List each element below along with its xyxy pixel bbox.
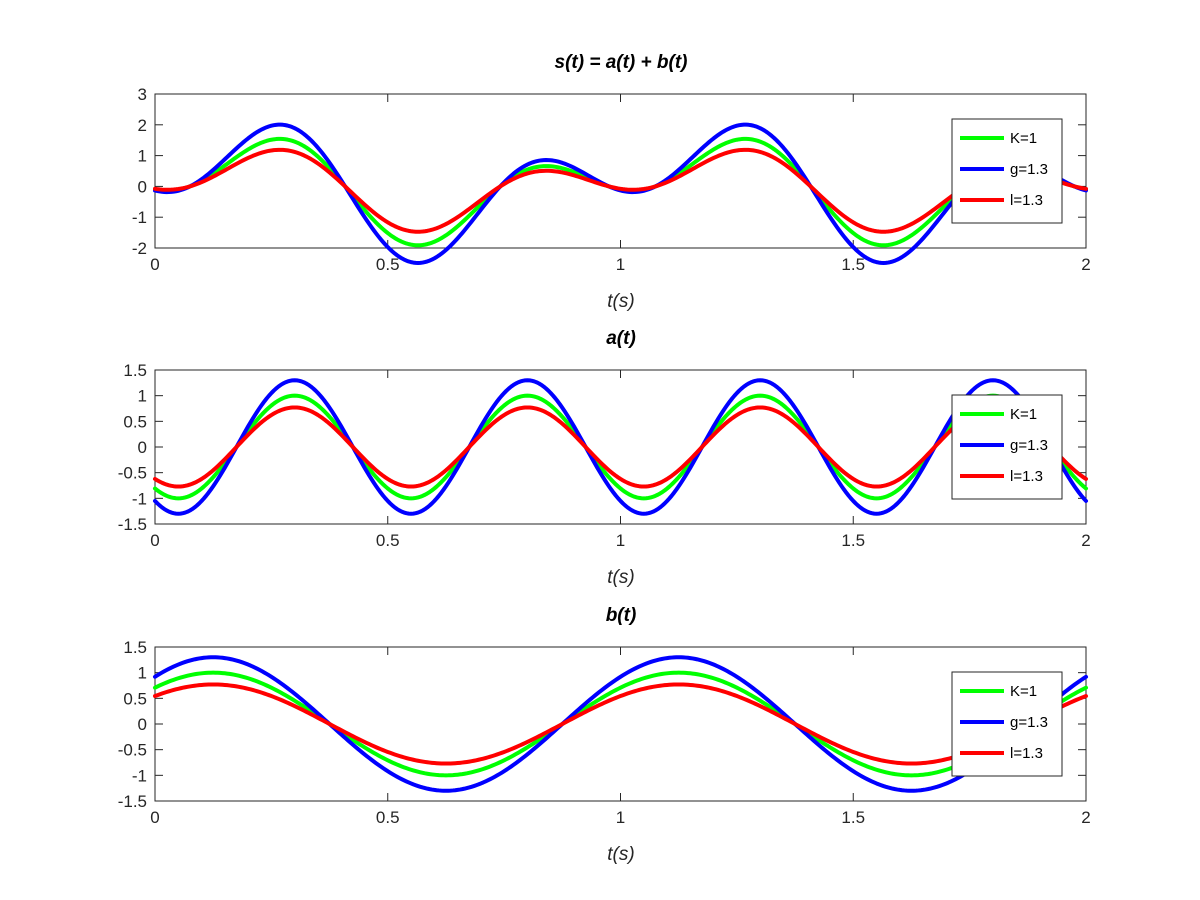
legend-entry: K=1 [960, 406, 1037, 423]
x-tick-label: 1.5 [841, 808, 865, 827]
y-tick-label: 0 [138, 438, 147, 457]
series-line [153, 670, 1088, 778]
y-tick-label: -0.5 [118, 741, 147, 760]
y-tick-label: -2 [132, 239, 147, 258]
chart-title: b(t) [606, 605, 637, 626]
legend-entry: l=1.3 [960, 468, 1043, 485]
x-axis-label: t(s) [607, 291, 634, 312]
y-tick-label: 0 [138, 715, 147, 734]
y-tick-label: 3 [138, 85, 147, 104]
legend-label: K=1 [1010, 683, 1037, 700]
y-tick-label: 1.5 [123, 638, 147, 657]
x-tick-label: 1 [616, 808, 625, 827]
legend-entry: K=1 [960, 130, 1037, 147]
x-axis-label: t(s) [607, 844, 634, 865]
legend-label: g=1.3 [1010, 714, 1048, 731]
chart-title: a(t) [606, 328, 636, 349]
x-tick-label: 0.5 [376, 531, 400, 550]
legend: K=1 g=1.3 l=1.3 [951, 394, 1063, 500]
x-tick-label: 1.5 [841, 255, 865, 274]
y-tick-label: -1 [132, 208, 147, 227]
x-tick-label: 0.5 [376, 255, 400, 274]
legend-entry: g=1.3 [960, 161, 1048, 178]
x-tick-label: 0 [150, 531, 159, 550]
y-tick-label: -1.5 [118, 792, 147, 811]
y-tick-label: 0.5 [123, 412, 147, 431]
subplot-b-t: b(t) t(s) -1.5 -1 -0.5 0 0.5 1 1.5 0 0.5… [118, 605, 1091, 865]
legend-label: K=1 [1010, 406, 1037, 423]
legend-label: l=1.3 [1010, 745, 1043, 762]
legend-label: g=1.3 [1010, 437, 1048, 454]
y-tick-label: 0.5 [123, 689, 147, 708]
x-tick-label: 0.5 [376, 808, 400, 827]
legend-label: g=1.3 [1010, 161, 1048, 178]
series-line [153, 147, 1088, 234]
y-tick-label: -1 [132, 766, 147, 785]
chart-title: s(t) = a(t) + b(t) [555, 52, 688, 73]
series-line [153, 405, 1088, 489]
y-tick-label: -1 [132, 489, 147, 508]
x-tick-label: 0 [150, 255, 159, 274]
legend: K=1 g=1.3 l=1.3 [951, 671, 1063, 777]
y-tick-label: 1 [138, 664, 147, 683]
x-tick-label: 2 [1081, 808, 1090, 827]
subplot-s-t: s(t) = a(t) + b(t) t(s) -2 -1 0 1 2 3 0 … [132, 52, 1091, 312]
legend-entry: g=1.3 [960, 437, 1048, 454]
y-tick-label: 1 [138, 147, 147, 166]
series-line [153, 655, 1088, 793]
y-tick-label: 2 [138, 116, 147, 135]
y-tick-label: 1.5 [123, 361, 147, 380]
y-tick-label: -0.5 [118, 464, 147, 483]
legend-label: K=1 [1010, 130, 1037, 147]
series-line [153, 682, 1088, 766]
legend-entry: l=1.3 [960, 192, 1043, 209]
x-axis-label: t(s) [607, 567, 634, 588]
y-tick-label: -1.5 [118, 515, 147, 534]
subplot-a-t: a(t) t(s) -1.5 -1 -0.5 0 0.5 1 1.5 0 0.5… [118, 328, 1091, 588]
legend-entry: g=1.3 [960, 714, 1048, 731]
y-tick-label: 1 [138, 387, 147, 406]
legend-label: l=1.3 [1010, 192, 1043, 209]
x-tick-label: 1 [616, 255, 625, 274]
legend-entry: K=1 [960, 683, 1037, 700]
x-tick-label: 2 [1081, 531, 1090, 550]
x-tick-label: 0 [150, 808, 159, 827]
legend-entry: l=1.3 [960, 745, 1043, 762]
y-tick-label: 0 [138, 177, 147, 196]
x-tick-label: 2 [1081, 255, 1090, 274]
x-tick-label: 1.5 [841, 531, 865, 550]
legend-label: l=1.3 [1010, 468, 1043, 485]
x-tick-label: 1 [616, 531, 625, 550]
legend: K=1 g=1.3 l=1.3 [951, 118, 1063, 224]
